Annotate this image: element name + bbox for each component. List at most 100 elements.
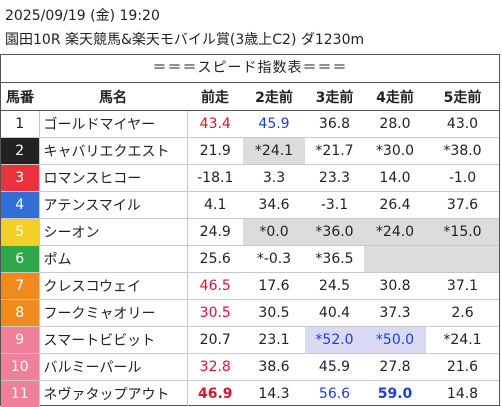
- col-header-number: 馬番: [1, 83, 39, 111]
- speed-index-cell: 45.9: [243, 110, 305, 138]
- horse-name: クレスコウェイ: [39, 272, 188, 300]
- speed-index-cell: 26.4: [364, 191, 426, 219]
- horse-number: 2: [1, 137, 40, 165]
- table-row: 1 ゴールドマイヤー 43.4 45.9 36.8 28.0 43.0: [1, 110, 499, 138]
- horse-name: シーオン: [39, 218, 188, 246]
- speed-index-cell: 21.9: [187, 137, 243, 165]
- table-row: 3 ロマンスヒコー -18.1 3.3 23.3 14.0 -1.0: [1, 164, 499, 192]
- speed-index-cell: 38.6: [243, 353, 305, 381]
- horse-number: 5: [1, 218, 40, 246]
- speed-index-cell: [364, 245, 426, 273]
- speed-index-cell: *50.0: [364, 326, 426, 354]
- speed-index-cell: 14.8: [446, 386, 479, 402]
- horse-name: キャバリエクエスト: [39, 137, 188, 165]
- horse-number: 11: [1, 380, 40, 407]
- speed-index-cell: 46.5: [187, 272, 243, 300]
- speed-index-cell: *15.0: [426, 218, 499, 246]
- horse-number: 1: [1, 110, 40, 138]
- speed-index-cell: 23.1: [243, 326, 305, 354]
- table-row: 11 ネヴァタップアウト 46.9 14.3 56.6 59.0 14.8: [1, 380, 499, 407]
- speed-index-cell: 37.1: [426, 272, 499, 300]
- speed-index-cell: 59.0: [377, 386, 413, 402]
- speed-index-cell: 14.0: [364, 164, 426, 192]
- speed-index-cell: *52.0: [305, 326, 364, 354]
- horse-number: 8: [1, 299, 40, 327]
- speed-index-cell: 56.6: [318, 386, 351, 402]
- col-header-4th: 4走前: [364, 83, 426, 111]
- table-row: 2 キャバリエクエスト 21.9 *24.1 *21.7 *30.0 *38.0: [1, 137, 499, 165]
- horse-name: ロマンスヒコー: [39, 164, 188, 192]
- table-row: 9 スマートビビット 20.7 23.1 *52.0 *50.0 *24.1: [1, 326, 499, 354]
- speed-index-cell: *36.5: [305, 245, 364, 273]
- horse-name: フークミャオリー: [39, 299, 188, 327]
- speed-index-panel: ＝＝＝スピード指数表＝＝＝ 馬番 馬名 前走 2走前 3走前 4走前 5走前 1…: [0, 54, 500, 407]
- race-datetime: 2025/09/19 (金) 19:20: [5, 8, 160, 24]
- speed-index-cell: 40.4: [305, 299, 364, 327]
- speed-index-cell: -3.1: [305, 191, 364, 219]
- speed-index-cell: -1.0: [426, 164, 499, 192]
- speed-index-cell: *21.7: [305, 137, 364, 165]
- speed-index-cell: 36.8: [305, 110, 364, 138]
- horse-number: 3: [1, 164, 40, 192]
- horse-name: スマートビビット: [39, 326, 188, 354]
- table-row: 10 バルミーパール 32.8 38.6 45.9 27.8 21.6: [1, 353, 499, 381]
- speed-index-cell: 17.6: [243, 272, 305, 300]
- speed-index-cell: 14.3: [258, 386, 290, 402]
- speed-index-cell: *36.0: [305, 218, 364, 246]
- horse-name: ポム: [39, 245, 188, 273]
- speed-index-cell: 30.5: [187, 299, 243, 327]
- speed-index-cell: *24.1: [243, 137, 305, 165]
- speed-index-cell: 3.3: [243, 164, 305, 192]
- horse-name: バルミーパール: [39, 353, 188, 381]
- speed-index-cell: 43.0: [426, 110, 499, 138]
- table-row: 5 シーオン 24.9 *0.0 *36.0 *24.0 *15.0: [1, 218, 499, 246]
- speed-index-cell: 37.6: [426, 191, 499, 219]
- speed-index-table: 馬番 馬名 前走 2走前 3走前 4走前 5走前 1 ゴールドマイヤー 43.4 45…: [1, 83, 499, 407]
- speed-index-cell: 34.6: [243, 191, 305, 219]
- table-header-row: 馬番 馬名 前走 2走前 3走前 4走前 5走前: [1, 83, 499, 111]
- speed-index-cell: 24.5: [305, 272, 364, 300]
- horse-number: 7: [1, 272, 40, 300]
- horse-number: 9: [1, 326, 40, 354]
- speed-index-cell: *30.0: [364, 137, 426, 165]
- horse-name: アテンスマイル: [39, 191, 188, 219]
- speed-index-cell: 2.6: [426, 299, 499, 327]
- table-caption: ＝＝＝スピード指数表＝＝＝: [1, 55, 499, 83]
- horse-name: ネヴァタップアウト: [39, 380, 188, 407]
- speed-index-cell: 32.8: [187, 353, 243, 381]
- speed-index-cell: 45.9: [305, 353, 364, 381]
- speed-index-cell: *38.0: [426, 137, 499, 165]
- table-row: 4 アテンスマイル 4.1 34.6 -3.1 26.4 37.6: [1, 191, 499, 219]
- speed-index-cell: 30.8: [364, 272, 426, 300]
- table-row: 7 クレスコウェイ 46.5 17.6 24.5 30.8 37.1: [1, 272, 499, 300]
- speed-index-cell: 28.0: [364, 110, 426, 138]
- col-header-last: 前走: [187, 83, 243, 111]
- speed-index-cell: 43.4: [187, 110, 243, 138]
- speed-index-cell: 25.6: [187, 245, 243, 273]
- speed-index-cell: *-0.3: [243, 245, 305, 273]
- speed-index-cell: 37.3: [364, 299, 426, 327]
- speed-index-cell: *24.0: [364, 218, 426, 246]
- horse-number: 4: [1, 191, 40, 219]
- speed-index-cell: -18.1: [187, 164, 243, 192]
- speed-index-cell: 27.8: [364, 353, 426, 381]
- table-row: 8 フークミャオリー 30.5 30.5 40.4 37.3 2.6: [1, 299, 499, 327]
- speed-index-cell: 46.9: [197, 386, 233, 402]
- horse-name: ゴールドマイヤー: [39, 110, 188, 138]
- speed-index-cell: [426, 245, 499, 273]
- race-header: 2025/09/19 (金) 19:20 園田10R 楽天競馬&楽天モバイル賞(…: [0, 0, 502, 54]
- speed-index-cell: 4.1: [187, 191, 243, 219]
- table-row: 6 ポム 25.6 *-0.3 *36.5: [1, 245, 499, 273]
- col-header-horse: 馬名: [39, 83, 187, 111]
- col-header-5th: 5走前: [426, 83, 499, 111]
- col-header-3rd: 3走前: [305, 83, 364, 111]
- race-title: 園田10R 楽天競馬&楽天モバイル賞(3歳上C2) ダ1230m: [5, 32, 365, 48]
- horse-number: 10: [1, 353, 40, 381]
- speed-index-cell: 24.9: [187, 218, 243, 246]
- col-header-2nd: 2走前: [243, 83, 305, 111]
- speed-index-cell: 30.5: [243, 299, 305, 327]
- speed-index-cell: 21.6: [426, 353, 499, 381]
- speed-index-cell: 23.3: [305, 164, 364, 192]
- speed-index-cell: *24.1: [426, 326, 499, 354]
- horse-number: 6: [1, 245, 40, 273]
